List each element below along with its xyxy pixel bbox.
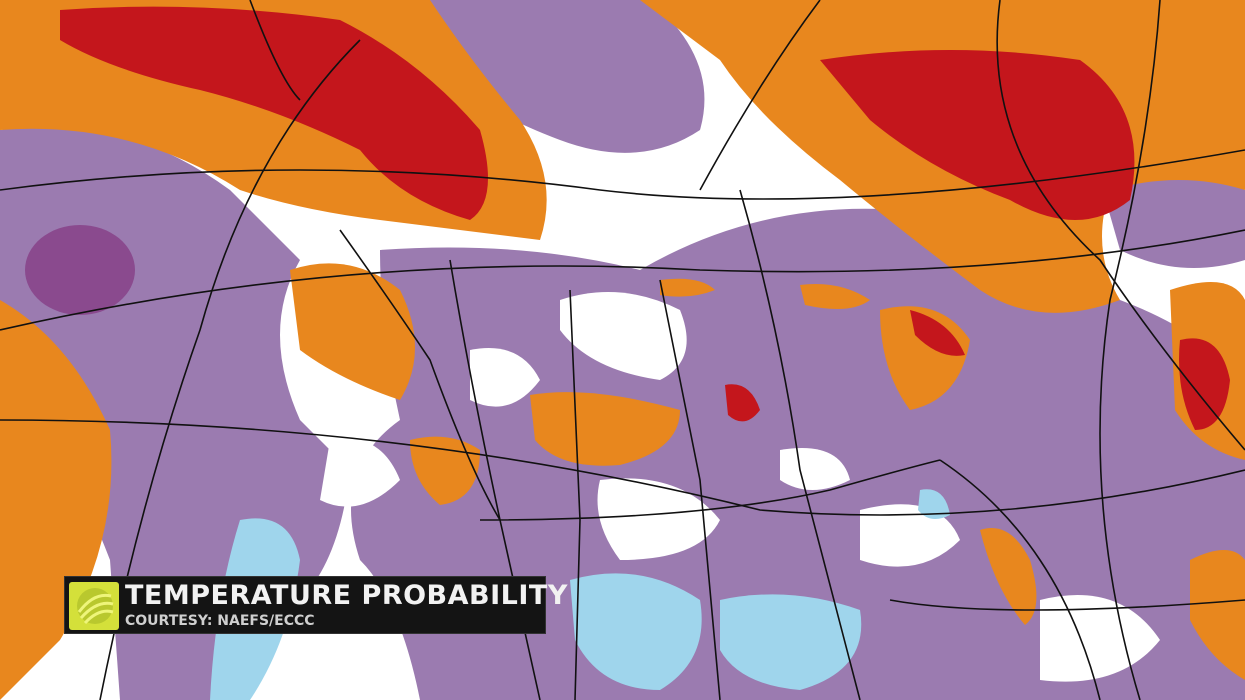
strong-above-regions	[60, 6, 1230, 430]
map-title: TEMPERATURE PROBABILITY	[125, 580, 568, 611]
sun-swirl-logo-icon	[69, 582, 119, 630]
near-normal-gaps	[320, 292, 1160, 682]
map-credit: COURTESY: NAEFS/ECCC	[125, 613, 315, 629]
caption-banner: TEMPERATURE PROBABILITY COURTESY: NAEFS/…	[64, 576, 567, 634]
strong-below-regions	[25, 225, 135, 315]
